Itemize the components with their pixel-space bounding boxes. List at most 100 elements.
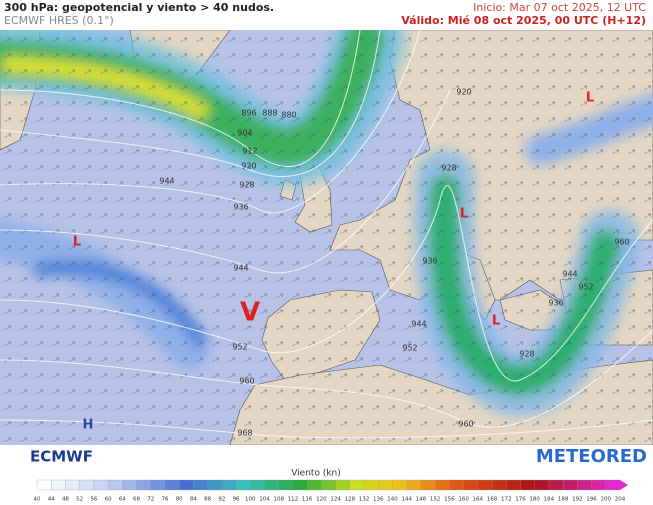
colorbar-swatch bbox=[363, 479, 379, 491]
colorbar-swatch bbox=[335, 479, 351, 491]
colorbar-arrow bbox=[620, 480, 628, 490]
contour-label: 904 bbox=[237, 129, 252, 138]
colorbar-swatch bbox=[250, 479, 266, 491]
colorbar-swatch bbox=[79, 479, 95, 491]
high-center: H bbox=[83, 418, 94, 433]
colorbar-swatch bbox=[548, 479, 564, 491]
colorbar-tick-label: 172 bbox=[501, 497, 512, 503]
colorbar-tick-label: 56 bbox=[90, 497, 97, 503]
colorbar-tick-label: 108 bbox=[273, 497, 284, 503]
contour-label: 936 bbox=[422, 257, 437, 266]
contour-label: 960 bbox=[458, 420, 473, 429]
contour-label: 912 bbox=[242, 147, 257, 156]
colorbar-swatch bbox=[93, 479, 109, 491]
colorbar-tick-label: 180 bbox=[529, 497, 540, 503]
colorbar-tick-label: 116 bbox=[302, 497, 313, 503]
colorbar-tick-label: 88 bbox=[204, 497, 211, 503]
colorbar-tick-label: 176 bbox=[515, 497, 526, 503]
colorbar-swatch bbox=[36, 479, 52, 491]
colorbar-swatch bbox=[321, 479, 337, 491]
colorbar-tick-label: 100 bbox=[245, 497, 256, 503]
colorbar-tick-label: 156 bbox=[444, 497, 455, 503]
colorbar-tick-label: 188 bbox=[558, 497, 569, 503]
colorbar-swatch bbox=[278, 479, 294, 491]
colorbar-tick-label: 204 bbox=[615, 497, 626, 503]
contour-label: 896 bbox=[241, 109, 256, 118]
init-time: Inicio: Mar 07 oct 2025, 12 UTC bbox=[473, 1, 646, 14]
colorbar-swatch bbox=[449, 479, 465, 491]
colorbar-tick-label: 52 bbox=[76, 497, 83, 503]
colorbar-tick-label: 76 bbox=[161, 497, 168, 503]
colorbar-tick-label: 92 bbox=[218, 497, 225, 503]
colorbar-swatch bbox=[207, 479, 223, 491]
meteored-logo: METEORED bbox=[536, 446, 647, 467]
colorbar-swatch bbox=[434, 479, 451, 491]
colorbar-swatch bbox=[534, 479, 550, 491]
valid-time: Válido: Mié 08 oct 2025, 00 UTC (H+12) bbox=[401, 14, 646, 27]
contour-label: 928 bbox=[239, 181, 254, 190]
colorbar-swatch bbox=[264, 479, 280, 491]
colorbar-swatch bbox=[235, 479, 251, 491]
colorbar-swatch bbox=[292, 479, 308, 491]
colorbar-tick-label: 44 bbox=[48, 497, 55, 503]
colorbar-tick-label: 152 bbox=[430, 497, 441, 503]
colorbar-swatch bbox=[520, 479, 536, 491]
contour-label: 952 bbox=[578, 283, 593, 292]
colorbar-tick-label: 124 bbox=[330, 497, 341, 503]
storm-marker: V bbox=[240, 298, 260, 328]
contour-label: 968 bbox=[237, 429, 252, 438]
contour-label: 888 bbox=[262, 109, 277, 118]
contour-labels: 896 888 880 904 912 920 928 936 944 944 … bbox=[159, 88, 629, 438]
contour-label: 944 bbox=[411, 320, 426, 329]
colorbar-tick-label: 80 bbox=[176, 497, 183, 503]
legend-title: Viento (kn) bbox=[291, 469, 341, 479]
colorbar-tick-label: 72 bbox=[147, 497, 154, 503]
model-name: ECMWF HRES (0.1°) bbox=[4, 14, 114, 27]
contour-label: 936 bbox=[548, 299, 563, 308]
colorbar-swatch bbox=[193, 479, 209, 491]
contour-label: 920 bbox=[241, 162, 256, 171]
colorbar-swatch bbox=[107, 479, 123, 491]
colorbar-swatch bbox=[577, 479, 593, 491]
colorbar-tick-label: 84 bbox=[190, 497, 197, 503]
colorbar-tick-label: 112 bbox=[288, 497, 299, 503]
contour-label: 944 bbox=[233, 264, 248, 273]
map-title: 300 hPa: geopotencial y viento > 40 nudo… bbox=[4, 1, 274, 14]
colorbar-tick-label: 196 bbox=[586, 497, 597, 503]
contour-label: 880 bbox=[281, 111, 296, 120]
contour-label: 936 bbox=[233, 203, 248, 212]
colorbar-tick-label: 40 bbox=[34, 497, 41, 503]
colorbar-swatch bbox=[591, 479, 607, 491]
colorbar-tick-label: 140 bbox=[387, 497, 398, 503]
colorbar-tick-label: 168 bbox=[487, 497, 498, 503]
colorbar-swatch bbox=[463, 479, 479, 491]
contour-label: 928 bbox=[519, 350, 534, 359]
colorbar-tick-label: 64 bbox=[119, 497, 126, 503]
colorbar-tick-label: 164 bbox=[473, 497, 484, 503]
colorbar-swatch bbox=[349, 479, 365, 491]
colorbar-swatch bbox=[136, 479, 152, 491]
colorbar-tick-label: 120 bbox=[316, 497, 327, 503]
colorbar-swatch bbox=[562, 479, 578, 491]
colorbar-tick-label: 48 bbox=[62, 497, 69, 503]
low-center: L bbox=[586, 91, 594, 106]
colorbar-tick-label: 184 bbox=[544, 497, 555, 503]
colorbar-tick-label: 68 bbox=[133, 497, 140, 503]
colorbar-swatch bbox=[179, 479, 195, 491]
colorbar-swatch bbox=[122, 479, 138, 491]
contour-label: 920 bbox=[456, 88, 471, 97]
wind-arrows bbox=[0, 30, 653, 445]
colorbar-swatch bbox=[307, 479, 323, 491]
colorbar-tick-label: 128 bbox=[345, 497, 356, 503]
colorbar-swatch bbox=[164, 479, 180, 491]
contour-label: 952 bbox=[402, 344, 417, 353]
colorbar-tick-label: 132 bbox=[359, 497, 370, 503]
colorbar-swatch bbox=[406, 479, 422, 491]
contour-label: 960 bbox=[614, 238, 629, 247]
colorbar-tick-label: 60 bbox=[105, 497, 112, 503]
colorbar-swatch bbox=[420, 479, 436, 491]
contour-label: 944 bbox=[562, 270, 577, 279]
low-center: L bbox=[492, 314, 500, 329]
colorbar-swatch bbox=[378, 479, 394, 491]
